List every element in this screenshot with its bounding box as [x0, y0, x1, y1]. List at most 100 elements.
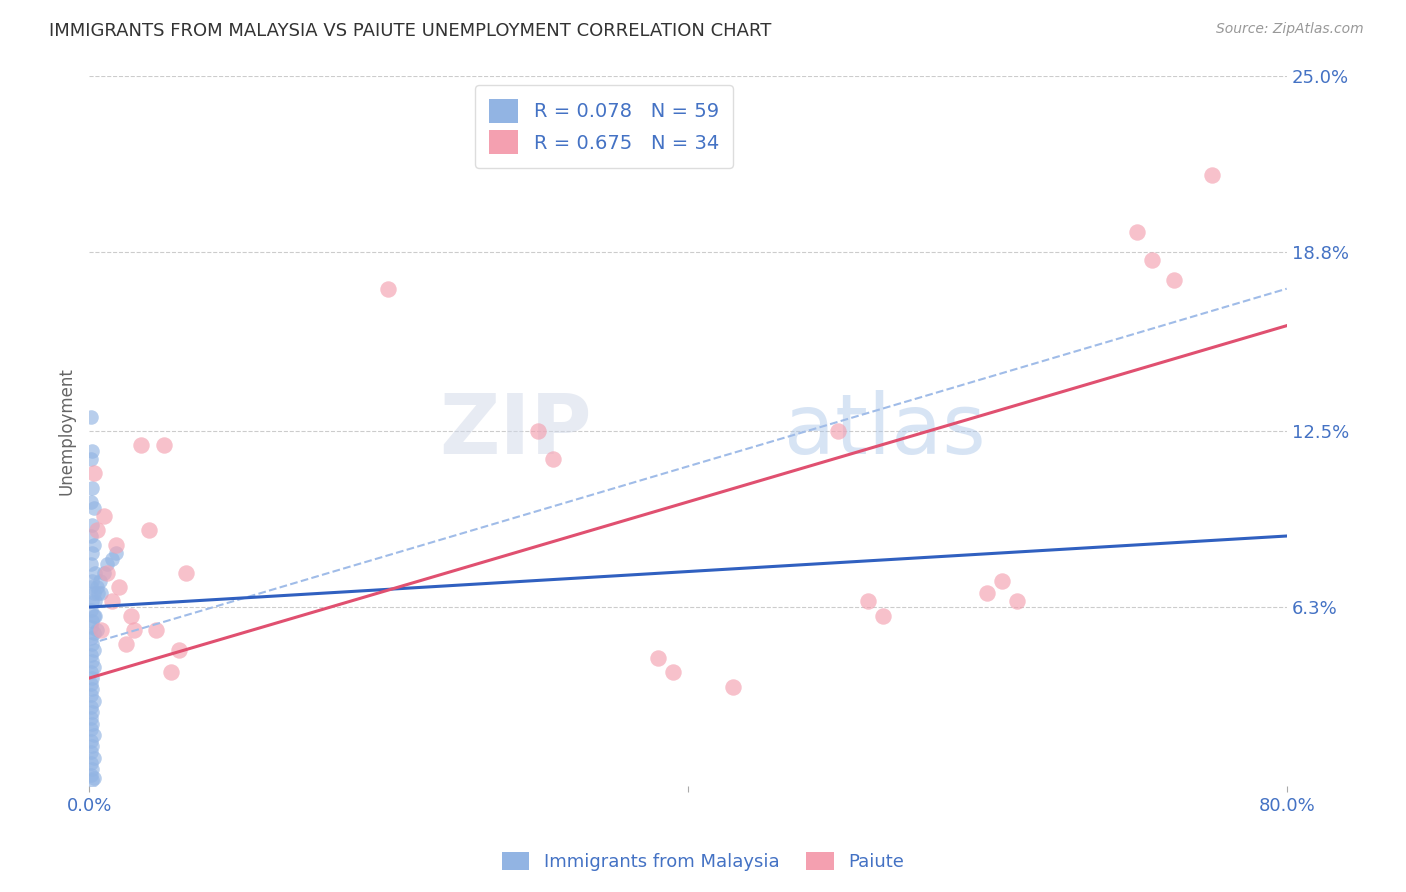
Point	[83, 728, 105, 742]
Point	[79, 677, 101, 691]
Point	[105, 546, 128, 560]
Point	[160, 665, 183, 680]
Point	[991, 574, 1014, 589]
Point	[1201, 168, 1223, 182]
Point	[80, 739, 103, 754]
Point	[1005, 594, 1028, 608]
Point	[80, 481, 103, 495]
Point	[79, 723, 101, 737]
Point	[84, 594, 107, 608]
Point	[80, 671, 103, 685]
Point	[377, 282, 399, 296]
Point	[86, 580, 108, 594]
Point	[856, 594, 879, 608]
Point	[647, 651, 669, 665]
Point	[131, 438, 153, 452]
Point	[1126, 225, 1149, 239]
Point	[79, 620, 101, 634]
Point	[83, 771, 105, 785]
Point	[96, 566, 118, 580]
Point	[527, 424, 550, 438]
Point	[79, 452, 101, 467]
Point	[80, 517, 103, 532]
Point	[80, 773, 103, 788]
Point	[79, 648, 101, 663]
Point	[721, 680, 744, 694]
Point	[120, 608, 142, 623]
Point	[79, 699, 101, 714]
Point	[83, 659, 105, 673]
Point	[80, 637, 103, 651]
Point	[80, 546, 103, 560]
Text: ZIP: ZIP	[440, 391, 592, 471]
Point	[153, 438, 176, 452]
Point	[80, 654, 103, 668]
Point	[79, 409, 101, 424]
Point	[79, 665, 101, 680]
Legend: Immigrants from Malaysia, Paiute: Immigrants from Malaysia, Paiute	[495, 845, 911, 879]
Point	[83, 750, 105, 764]
Point	[138, 524, 160, 538]
Point	[86, 524, 108, 538]
Y-axis label: Unemployment: Unemployment	[58, 367, 75, 495]
Point	[79, 558, 101, 572]
Point	[100, 551, 122, 566]
Point	[115, 637, 138, 651]
Point	[105, 537, 128, 551]
Point	[167, 642, 190, 657]
Point	[80, 682, 103, 697]
Point	[93, 509, 115, 524]
Point	[83, 537, 105, 551]
Point	[90, 586, 112, 600]
Point	[83, 467, 105, 481]
Point	[83, 694, 105, 708]
Text: Source: ZipAtlas.com: Source: ZipAtlas.com	[1216, 22, 1364, 37]
Point	[80, 705, 103, 719]
Point	[89, 574, 111, 589]
Point	[872, 608, 894, 623]
Point	[80, 716, 103, 731]
Point	[83, 608, 105, 623]
Text: IMMIGRANTS FROM MALAYSIA VS PAIUTE UNEMPLOYMENT CORRELATION CHART: IMMIGRANTS FROM MALAYSIA VS PAIUTE UNEMP…	[49, 22, 772, 40]
Point	[122, 623, 145, 637]
Point	[80, 594, 103, 608]
Point	[90, 623, 112, 637]
Point	[83, 586, 105, 600]
Point	[80, 615, 103, 629]
Point	[79, 745, 101, 759]
Point	[84, 566, 107, 580]
Text: atlas: atlas	[783, 391, 986, 471]
Point	[176, 566, 198, 580]
Point	[79, 529, 101, 543]
Point	[541, 452, 564, 467]
Point	[80, 574, 103, 589]
Point	[145, 623, 167, 637]
Point	[83, 500, 105, 515]
Point	[83, 642, 105, 657]
Point	[79, 688, 101, 702]
Point	[83, 625, 105, 640]
Point	[1163, 273, 1185, 287]
Point	[93, 566, 115, 580]
Point	[84, 608, 107, 623]
Legend: R = 0.078   N = 59, R = 0.675   N = 34: R = 0.078 N = 59, R = 0.675 N = 34	[475, 86, 733, 168]
Point	[79, 711, 101, 725]
Point	[80, 762, 103, 776]
Point	[976, 586, 998, 600]
Point	[79, 768, 101, 782]
Point	[87, 586, 110, 600]
Point	[827, 424, 849, 438]
Point	[108, 580, 131, 594]
Point	[662, 665, 685, 680]
Point	[79, 603, 101, 617]
Point	[1140, 253, 1163, 268]
Point	[79, 632, 101, 646]
Point	[80, 443, 103, 458]
Point	[79, 733, 101, 747]
Point	[96, 558, 118, 572]
Point	[79, 756, 101, 771]
Point	[100, 594, 122, 608]
Point	[86, 623, 108, 637]
Point	[79, 580, 101, 594]
Point	[79, 495, 101, 509]
